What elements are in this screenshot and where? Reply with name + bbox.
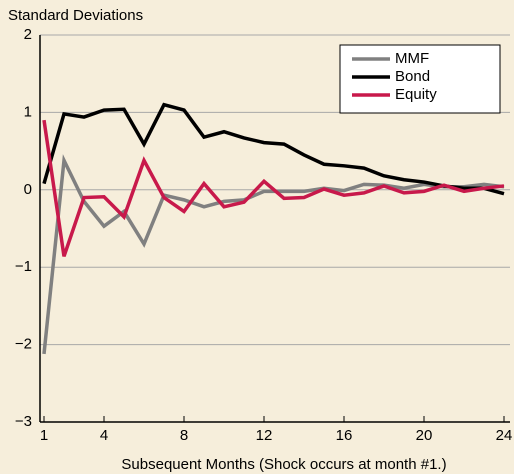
x-tick-label: 12 bbox=[256, 427, 273, 444]
x-tick-label: 1 bbox=[40, 427, 48, 444]
x-tick-label: 4 bbox=[100, 427, 108, 444]
legend-label: Equity bbox=[395, 86, 437, 103]
y-tick-label: 0 bbox=[24, 181, 32, 198]
y-tick-label: −3 bbox=[15, 413, 32, 430]
line-series bbox=[42, 102, 505, 196]
legend-label: MMF bbox=[395, 50, 429, 67]
line-series bbox=[42, 119, 505, 257]
x-tick-label: 20 bbox=[416, 427, 433, 444]
y-tick-label: 1 bbox=[24, 103, 32, 120]
x-tick-label: 24 bbox=[496, 427, 513, 444]
legend-label: Bond bbox=[395, 68, 430, 85]
y-axis-label: Standard Deviations bbox=[8, 7, 143, 24]
legend-box bbox=[339, 44, 501, 114]
x-tick-label: 16 bbox=[336, 427, 353, 444]
x-axis-label: Subsequent Months (Shock occurs at month… bbox=[121, 456, 446, 473]
y-tick-label: −2 bbox=[15, 336, 32, 353]
y-tick-label: 2 bbox=[24, 26, 32, 43]
y-tick-label: −1 bbox=[15, 258, 32, 275]
x-tick-label: 8 bbox=[180, 427, 188, 444]
